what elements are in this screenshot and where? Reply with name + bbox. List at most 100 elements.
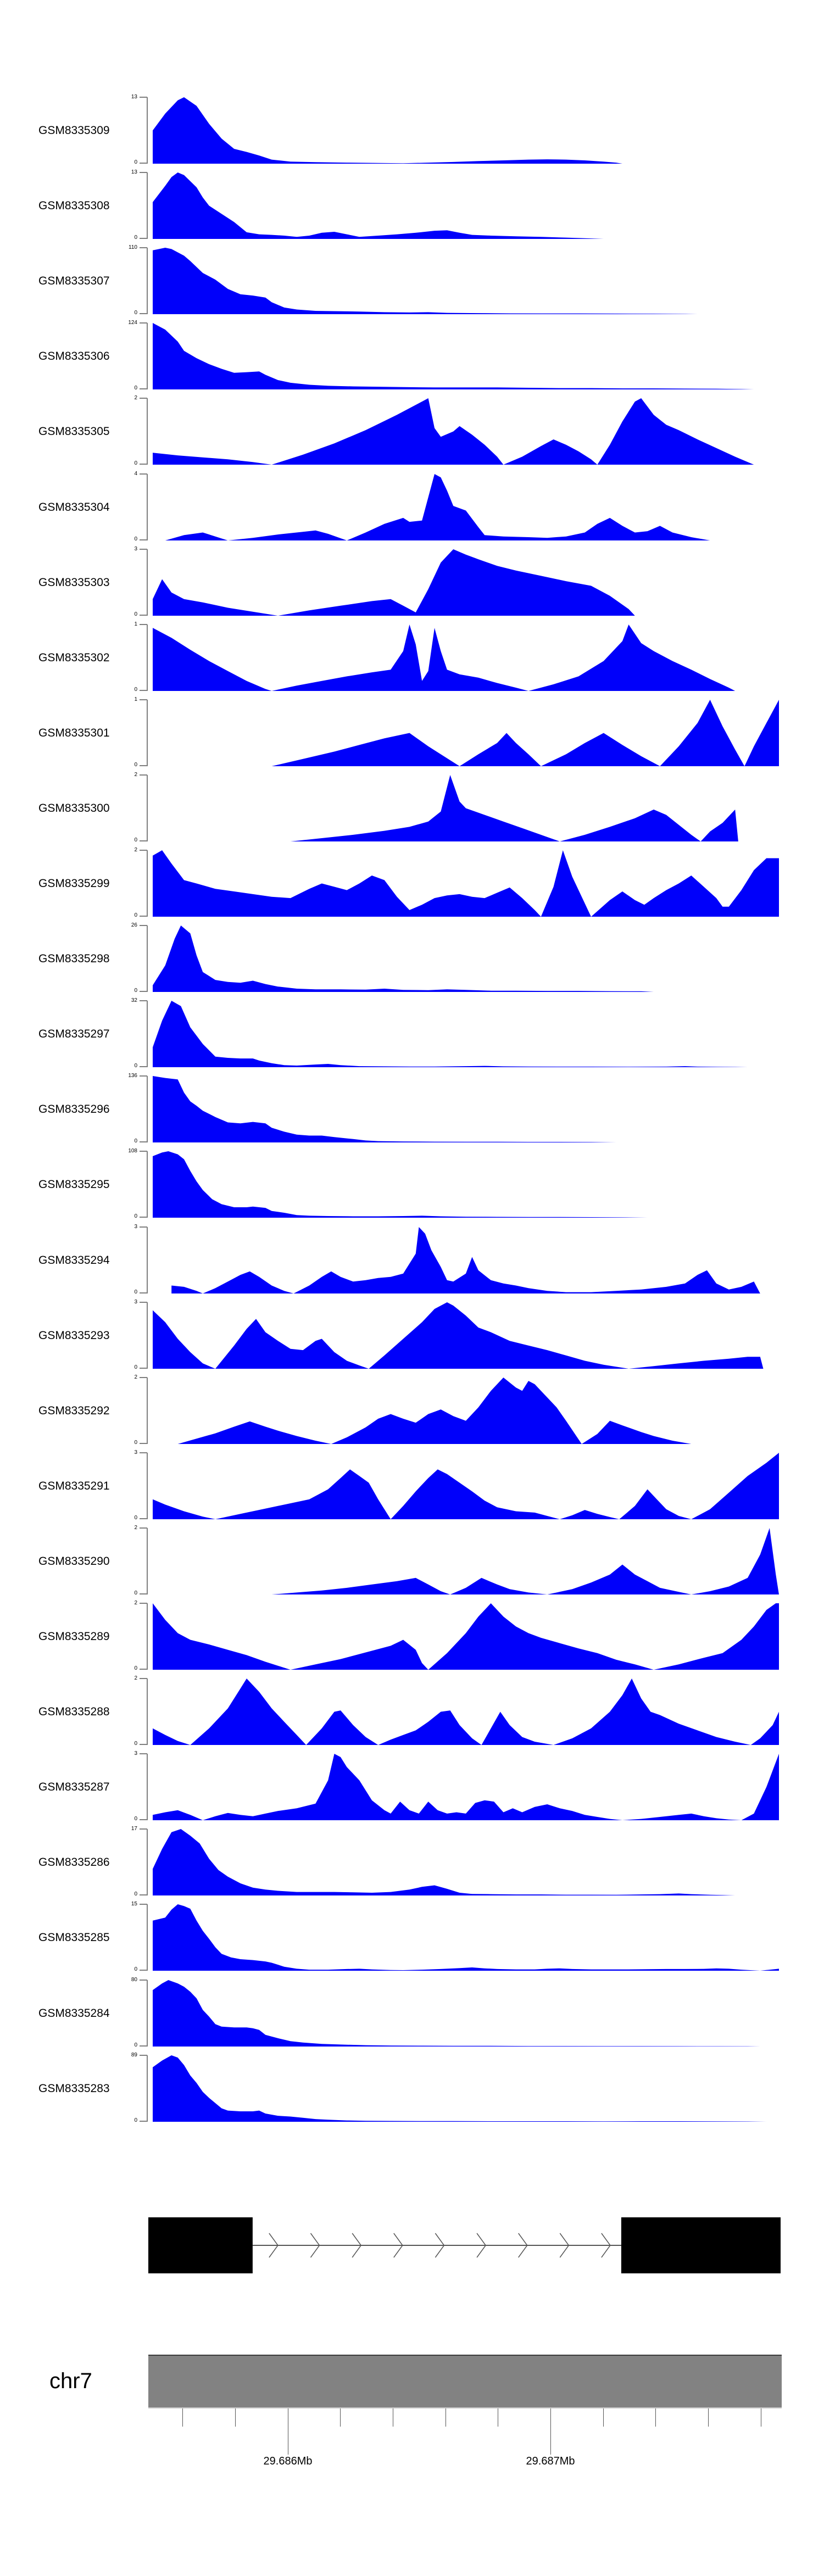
y-axis-max-tick <box>140 850 147 851</box>
y-axis-max-label: 3 <box>134 1750 137 1757</box>
coverage-signal <box>153 1980 760 2047</box>
y-axis-zero-label: 0 <box>134 988 137 994</box>
track-label: GSM8335288 <box>38 1705 110 1719</box>
coverage-signal <box>271 699 779 766</box>
coverage-signal <box>153 549 635 616</box>
track-label: GSM8335309 <box>38 124 110 137</box>
track-row: GSM8335305 2 0 <box>0 395 824 466</box>
y-axis-max-tick <box>140 1753 147 1755</box>
coverage-signal <box>153 2055 767 2122</box>
y-axis-zero-label: 0 <box>134 912 137 918</box>
y-axis-max-tick <box>140 548 147 550</box>
y-axis-zero-tick <box>140 1894 147 1896</box>
y-axis-line <box>147 1151 148 1218</box>
y-axis-zero-tick <box>140 1819 147 1821</box>
y-axis-max-label: 2 <box>134 1675 137 1682</box>
y-axis-line <box>147 1076 148 1143</box>
track-label: GSM8335307 <box>38 275 110 288</box>
track-row: GSM8335303 3 0 <box>0 545 824 617</box>
track-label: GSM8335301 <box>38 726 110 739</box>
track-row: GSM8335292 2 0 <box>0 1374 824 1446</box>
y-axis-zero-tick <box>140 539 147 540</box>
track-row: GSM8335285 15 0 <box>0 1901 824 1972</box>
track-row: GSM8335304 4 0 <box>0 471 824 542</box>
y-axis-zero-tick <box>140 1292 147 1293</box>
chromosome-label: chr7 <box>49 2369 92 2393</box>
coverage-signal <box>153 1603 779 1670</box>
strand-direction-chevron-icon <box>476 2233 487 2258</box>
track-label: GSM8335286 <box>38 1856 110 1869</box>
strand-direction-chevron-icon <box>310 2233 320 2258</box>
y-axis-zero-tick <box>140 1593 147 1594</box>
strand-direction-chevron-icon <box>601 2233 611 2258</box>
y-axis-max-tick <box>140 1452 147 1453</box>
y-axis-line <box>147 2055 148 2122</box>
y-axis-max-tick <box>140 398 147 399</box>
y-axis-line <box>147 172 148 239</box>
track-row: GSM8335307 110 0 <box>0 244 824 316</box>
y-axis-max-tick <box>140 322 147 324</box>
y-axis-max-label: 1 <box>134 621 137 627</box>
track-label: GSM8335291 <box>38 1479 110 1492</box>
y-axis-max-label: 80 <box>131 1976 137 1983</box>
coverage-signal <box>153 925 654 993</box>
y-axis-zero-tick <box>140 1367 147 1369</box>
y-axis-line <box>147 248 148 315</box>
y-axis-zero-label: 0 <box>134 1213 137 1220</box>
y-axis-line <box>147 549 148 616</box>
y-axis-line <box>147 774 148 841</box>
y-axis-zero-label: 0 <box>134 1665 137 1671</box>
y-axis-max-tick <box>140 774 147 776</box>
track-row: GSM8335291 3 0 <box>0 1449 824 1521</box>
y-axis-zero-label: 0 <box>134 2042 137 2048</box>
y-axis-zero-tick <box>140 238 147 239</box>
track-label: GSM8335303 <box>38 576 110 589</box>
coverage-signal <box>153 172 604 239</box>
y-axis-line <box>147 1377 148 1444</box>
y-axis-max-tick <box>140 1603 147 1604</box>
y-axis-max-label: 3 <box>134 1298 137 1305</box>
y-axis-max-label: 2 <box>134 395 137 402</box>
ruler-tick <box>655 2408 656 2427</box>
y-axis-zero-label: 0 <box>134 536 137 542</box>
y-axis-zero-label: 0 <box>134 837 137 843</box>
coverage-signal <box>290 774 738 841</box>
track-row: GSM8335299 2 0 <box>0 847 824 918</box>
track-row: GSM8335289 2 0 <box>0 1600 824 1671</box>
track-label: GSM8335284 <box>38 2006 110 2020</box>
coverage-signal <box>153 248 698 315</box>
y-axis-zero-label: 0 <box>134 310 137 316</box>
y-axis-line <box>147 699 148 766</box>
y-axis-max-label: 13 <box>131 94 137 100</box>
y-axis-line <box>147 624 148 691</box>
y-axis-max-tick <box>140 623 147 625</box>
y-axis-zero-label: 0 <box>134 2117 137 2123</box>
coverage-signal <box>153 1829 736 1896</box>
ruler-tick <box>235 2408 236 2427</box>
coverage-signal <box>153 1001 748 1068</box>
y-axis-zero-tick <box>140 464 147 465</box>
track-label: GSM8335290 <box>38 1554 110 1568</box>
y-axis-max-label: 3 <box>134 545 137 552</box>
y-axis-line <box>147 323 148 390</box>
y-axis-max-label: 1 <box>134 696 137 702</box>
y-axis-line <box>147 1829 148 1896</box>
y-axis-zero-label: 0 <box>134 1289 137 1295</box>
track-row: GSM8335306 124 0 <box>0 320 824 392</box>
track-row: GSM8335290 2 0 <box>0 1524 824 1596</box>
track-row: GSM8335294 3 0 <box>0 1224 824 1295</box>
track-row: GSM8335287 3 0 <box>0 1750 824 1822</box>
coverage-signal <box>153 1076 616 1143</box>
track-row: GSM8335300 2 0 <box>0 772 824 843</box>
y-axis-zero-label: 0 <box>134 686 137 693</box>
y-axis-zero-label: 0 <box>134 761 137 768</box>
y-axis-max-label: 2 <box>134 1374 137 1380</box>
y-axis-max-label: 2 <box>134 1524 137 1531</box>
track-label: GSM8335295 <box>38 1178 110 1191</box>
y-axis-zero-label: 0 <box>134 385 137 392</box>
coverage-signal <box>153 850 779 917</box>
ruler-tick-label: 29.686Mb <box>263 2455 313 2467</box>
y-axis-max-tick <box>140 1226 147 1228</box>
y-axis-max-label: 13 <box>131 169 137 176</box>
